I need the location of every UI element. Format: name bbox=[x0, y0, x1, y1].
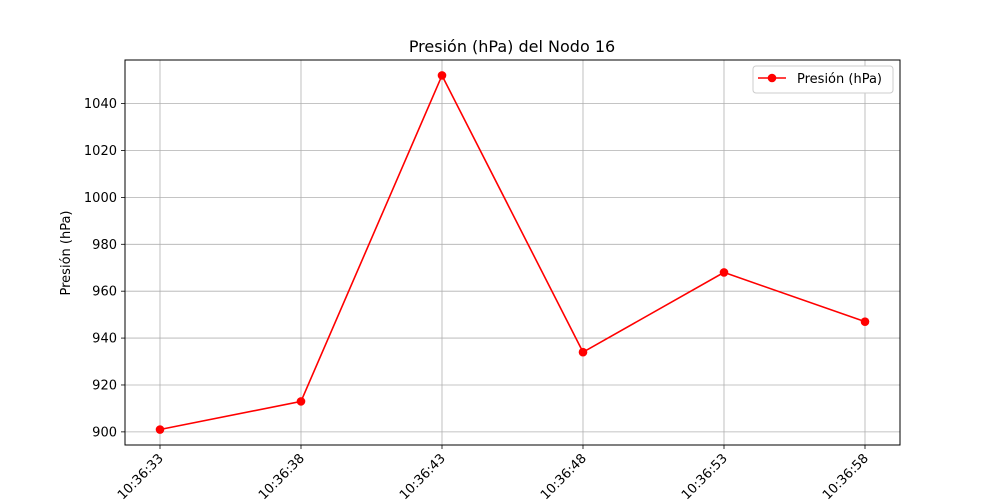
y-tick-label: 900 bbox=[92, 425, 117, 440]
x-tick-label: 10:36:53 bbox=[679, 451, 731, 500]
chart-title: Presión (hPa) del Nodo 16 bbox=[409, 37, 615, 56]
y-tick-label: 960 bbox=[92, 285, 117, 300]
y-tick-label: 1000 bbox=[84, 191, 117, 206]
data-point bbox=[578, 347, 588, 357]
y-tick-label: 940 bbox=[92, 332, 117, 347]
x-tick-label: 10:36:48 bbox=[538, 451, 590, 500]
x-tick-label: 10:36:58 bbox=[820, 451, 872, 500]
legend-box bbox=[752, 65, 894, 94]
series bbox=[155, 71, 870, 434]
x-tick-label: 10:36:43 bbox=[397, 451, 449, 500]
grid bbox=[125, 60, 900, 445]
data-point bbox=[437, 71, 447, 80]
y-axis-label: Presión (hPa) bbox=[59, 211, 74, 296]
x-tick-label: 10:36:38 bbox=[256, 451, 308, 500]
y-tick-label: 920 bbox=[92, 378, 117, 393]
data-point bbox=[860, 317, 870, 326]
series-line bbox=[159, 73, 866, 431]
y-tick-label: 1040 bbox=[84, 97, 117, 112]
data-point bbox=[719, 268, 729, 277]
y-tick-label: 980 bbox=[92, 238, 117, 253]
y-tick-label: 1020 bbox=[84, 144, 117, 159]
data-point bbox=[296, 397, 306, 406]
plot-frame bbox=[124, 59, 901, 446]
data-point bbox=[155, 425, 165, 434]
legend-label: Presión (hPa) bbox=[797, 72, 882, 87]
x-tick-label: 10:36:33 bbox=[115, 451, 167, 500]
legend-marker bbox=[767, 73, 777, 83]
ticks: 900 920 940 960 980 1000 1020 1040 10:36:33 10:36… bbox=[84, 97, 872, 500]
legend: Presión (hPa) bbox=[752, 65, 894, 94]
